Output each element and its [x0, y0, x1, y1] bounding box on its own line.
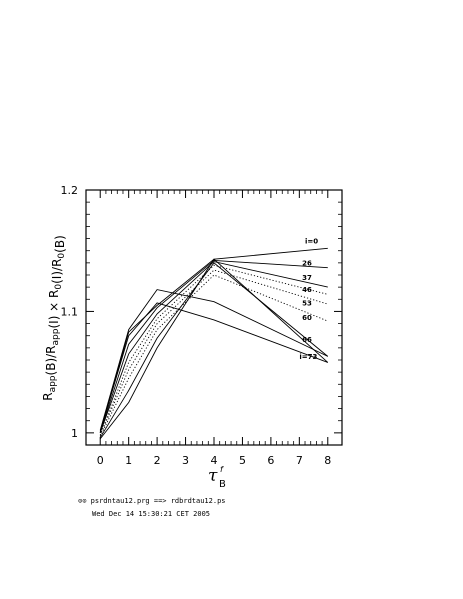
x-axis-label-sup: f	[220, 465, 224, 474]
series-line	[99, 259, 328, 434]
y-tick-label: 1.1	[61, 305, 79, 318]
series-lines	[99, 247, 329, 440]
series-line	[99, 289, 328, 431]
series-line	[99, 264, 328, 436]
curve-label: 26	[302, 259, 312, 267]
x-axis-label: τ Bf	[208, 465, 226, 490]
x-axis-label-tau: τ	[208, 466, 218, 486]
curve-label: 46	[302, 286, 312, 294]
curve-label: 53	[302, 299, 312, 307]
series-line	[99, 269, 328, 436]
x-tick-label: 5	[239, 454, 246, 467]
curve-labels: i=0 26 37 46 53 60 66 i=73	[299, 237, 318, 360]
curve-label: 66	[302, 336, 312, 344]
x-tick-label: 1	[125, 454, 132, 467]
x-tick-label: 3	[182, 454, 189, 467]
series-line	[99, 274, 328, 437]
x-tick-label: 6	[267, 454, 274, 467]
curve-label: 60	[302, 314, 312, 322]
series-line	[99, 261, 328, 434]
y-tick-label: 1.2	[61, 184, 79, 197]
x-tick-label: 4	[211, 454, 218, 467]
curve-label: i=0	[305, 237, 318, 245]
series-line	[99, 262, 329, 438]
x-tick-label: 8	[324, 454, 331, 467]
curve-label: 37	[302, 274, 312, 282]
series-line	[99, 302, 328, 432]
series-line	[99, 247, 328, 434]
curve-label: i=73	[299, 353, 317, 361]
x-axis-label-sub: B	[219, 479, 226, 490]
y-tick-label: 1	[71, 427, 78, 440]
x-tick-label: 0	[97, 454, 104, 467]
x-tick-label: 7	[296, 454, 303, 467]
axis-ticks: 0 1 2 3 4 5 6 7 8 1 1.1 1.2	[61, 184, 342, 467]
footer-timestamp: Wed Dec 14 15:30:21 CET 2005	[92, 510, 211, 518]
footer-program-line: ⊙⊙ psrdntau12.prg ==> rdbrdtau12.ps	[78, 497, 226, 505]
x-tick-label: 2	[154, 454, 161, 467]
y-axis-label: Rapp(B)/Rapp(I) × R0(I)/R0(B)	[41, 235, 67, 401]
y-axis-label-text: Rapp(B)/Rapp(I) × R0(I)/R0(B)	[41, 235, 67, 401]
series-line	[99, 258, 329, 440]
